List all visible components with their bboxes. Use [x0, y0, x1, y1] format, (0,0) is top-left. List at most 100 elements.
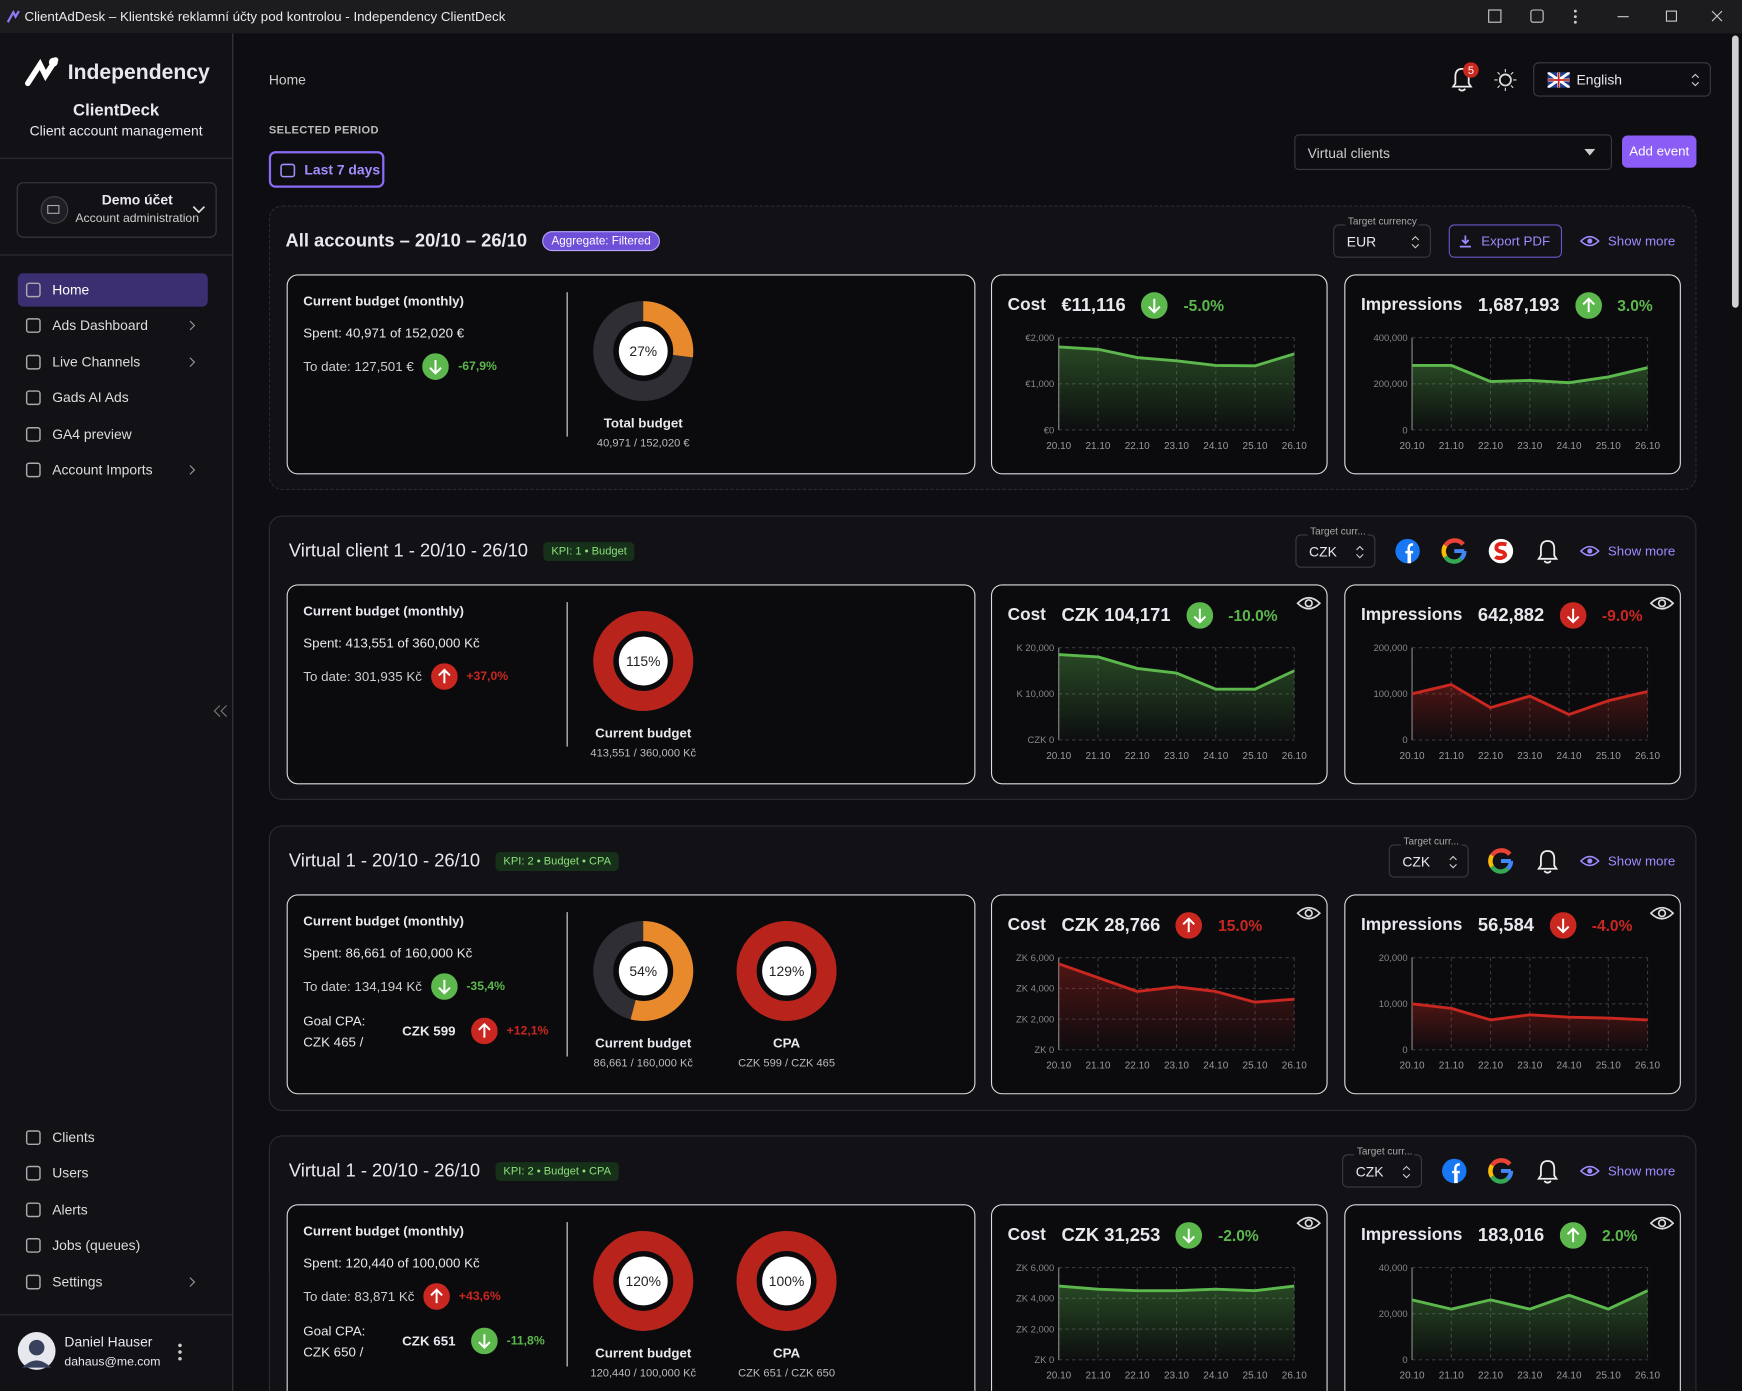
metric-card: Cost €11,116 -5.0% €0 €1,000 €2,000 20.10 21.10…	[990, 274, 1328, 475]
y-tick-label: €1,000	[1025, 379, 1054, 390]
y-tick-label: 200,000	[1373, 379, 1407, 390]
x-tick-label: 26.10	[1282, 751, 1307, 762]
icon-shape	[25, 354, 41, 370]
x-tick-label: 25.10	[1243, 441, 1268, 452]
show-more-link[interactable]: Show more	[1580, 543, 1675, 559]
trend-arrow	[1175, 912, 1203, 939]
nav-item[interactable]: Account Imports	[18, 453, 208, 486]
x-tick-label: 25.10	[1596, 1371, 1621, 1382]
platform-icon[interactable]	[1393, 537, 1422, 566]
x-tick-label: 22.10	[1478, 1061, 1503, 1072]
divider	[0, 254, 233, 256]
client-filter[interactable]: Virtual clients	[1294, 134, 1613, 170]
x-tick-label: 20.10	[1400, 441, 1425, 452]
goal-cpa-actual: CZK 599 +12,1%	[402, 1017, 548, 1045]
currency-select[interactable]: Target curr... CZK	[1389, 835, 1470, 878]
nav-item[interactable]: GA4 preview	[18, 417, 208, 450]
alert-bell[interactable]	[1533, 847, 1562, 876]
donut-detail: 413,551 / 360,000 Kč	[590, 747, 697, 760]
x-tick-label: 20.10	[1046, 751, 1071, 762]
platform-icon[interactable]	[1487, 847, 1516, 876]
metric-title: Impressions	[1360, 1225, 1463, 1245]
export-pdf-button[interactable]: Export PDF	[1449, 224, 1563, 258]
trend-arrow	[1186, 602, 1213, 629]
eye-pupil	[1587, 1168, 1593, 1174]
metric-title: Impressions	[1360, 295, 1463, 315]
trend-arrow	[471, 1327, 498, 1355]
to-date-value: To date: 134,194 Kč	[303, 978, 422, 995]
donut-arc	[736, 920, 837, 1021]
section-controls: Target currency EUR Export PDF Show more	[1333, 215, 1675, 258]
donut-center	[762, 946, 812, 996]
period-button[interactable]: Last 7 days	[268, 151, 385, 188]
alert-bell[interactable]	[1533, 537, 1562, 566]
alert-bell[interactable]	[1533, 1157, 1562, 1186]
section-controls: Target curr... CZK Show more	[1389, 835, 1675, 878]
nav-item[interactable]: Ads Dashboard	[18, 309, 208, 342]
metric-title: Cost	[1007, 915, 1046, 935]
x-tick-label: 22.10	[1125, 751, 1150, 762]
y-tick-label: 200,000	[1373, 643, 1407, 654]
metric-title: Cost	[1007, 605, 1046, 625]
y-tick-label: ZK 6,000	[1016, 1263, 1054, 1274]
g-arc	[1506, 860, 1514, 871]
nav-item[interactable]: Settings	[18, 1265, 208, 1298]
icon-shape	[25, 462, 41, 478]
eye-icon[interactable]	[1296, 904, 1321, 922]
y-tick-label: ZK 4,000	[1016, 1294, 1054, 1305]
eye-icon[interactable]	[1296, 594, 1321, 612]
nav-item[interactable]: Home	[17, 273, 208, 307]
metric-total: 56,584	[1477, 914, 1535, 935]
area-fill	[1412, 365, 1648, 430]
x-tick-label: 20.10	[1400, 1061, 1425, 1072]
currency-select[interactable]: Target currency EUR	[1333, 215, 1432, 258]
x-tick-label: 26.10	[1635, 751, 1660, 762]
nav-item[interactable]: Jobs (queues)	[18, 1229, 208, 1262]
y-tick-label: 0	[1402, 1045, 1407, 1056]
add-event-button[interactable]: Add event	[1622, 135, 1697, 168]
platform-icon[interactable]	[1440, 537, 1469, 566]
avatar	[17, 1332, 56, 1370]
section-controls: Target curr... CZK Show more	[1295, 525, 1675, 568]
donut-chart: 129%	[736, 920, 837, 1021]
platform-icon[interactable]	[1487, 1157, 1516, 1186]
window-controls[interactable]	[1486, 8, 1730, 26]
nav-item[interactable]: Clients	[18, 1121, 208, 1154]
g-arc	[1490, 865, 1510, 874]
donut-label: 129%	[769, 963, 805, 979]
line-series	[1411, 1002, 1648, 1022]
badge	[1463, 62, 1479, 78]
user-menu[interactable]	[176, 1342, 185, 1362]
period-label: SELECTED PERIOD	[268, 124, 379, 137]
account-switcher[interactable]: Demo účet Account administration	[16, 182, 217, 238]
nav-item[interactable]: Users	[18, 1157, 208, 1190]
icon-shape	[25, 282, 41, 298]
area-fill	[1412, 1003, 1648, 1050]
currency-select[interactable]: Target curr... CZK	[1295, 525, 1376, 568]
arrow-shape	[1582, 297, 1595, 313]
language-select[interactable]: English	[1533, 62, 1711, 97]
area-chart: 0 200,000 400,000 20.10 21.10 22.10 23.10 24.10…	[1373, 333, 1660, 452]
x-tick-label: 23.10	[1164, 441, 1189, 452]
nav-item[interactable]: Gads AI Ads	[18, 381, 208, 414]
collapse-icon[interactable]	[213, 704, 229, 717]
nav-item[interactable]: Alerts	[18, 1193, 208, 1226]
eye-icon[interactable]	[1649, 904, 1675, 922]
currency-select[interactable]: Target curr... CZK	[1342, 1145, 1423, 1188]
line-series	[1058, 962, 1295, 1004]
show-more-link[interactable]: Show more	[1580, 233, 1675, 249]
nav-item[interactable]: Live Channels	[18, 345, 208, 378]
notifications-button[interactable]: 5	[1446, 62, 1479, 95]
eye-icon[interactable]	[1296, 1214, 1321, 1232]
section-header: Virtual 1 - 20/10 - 26/10 KPI: 2 • Budget…	[289, 1154, 619, 1187]
platform-icon[interactable]	[1487, 537, 1516, 566]
show-more-link[interactable]: Show more	[1580, 1163, 1675, 1179]
eye-icon[interactable]	[1649, 1214, 1675, 1232]
platform-icon[interactable]	[1440, 1157, 1469, 1186]
theme-toggle[interactable]	[1494, 68, 1517, 92]
eye-icon[interactable]	[1649, 594, 1675, 612]
y-tick-label: 20,000	[1379, 1309, 1408, 1320]
account-section: Virtual 1 - 20/10 - 26/10 KPI: 2 • Budget…	[268, 825, 1697, 1111]
show-more-link[interactable]: Show more	[1580, 853, 1675, 869]
main-content: Home 5 English SELECTED PERIOD Last 7 days Vi…	[233, 33, 1742, 1391]
